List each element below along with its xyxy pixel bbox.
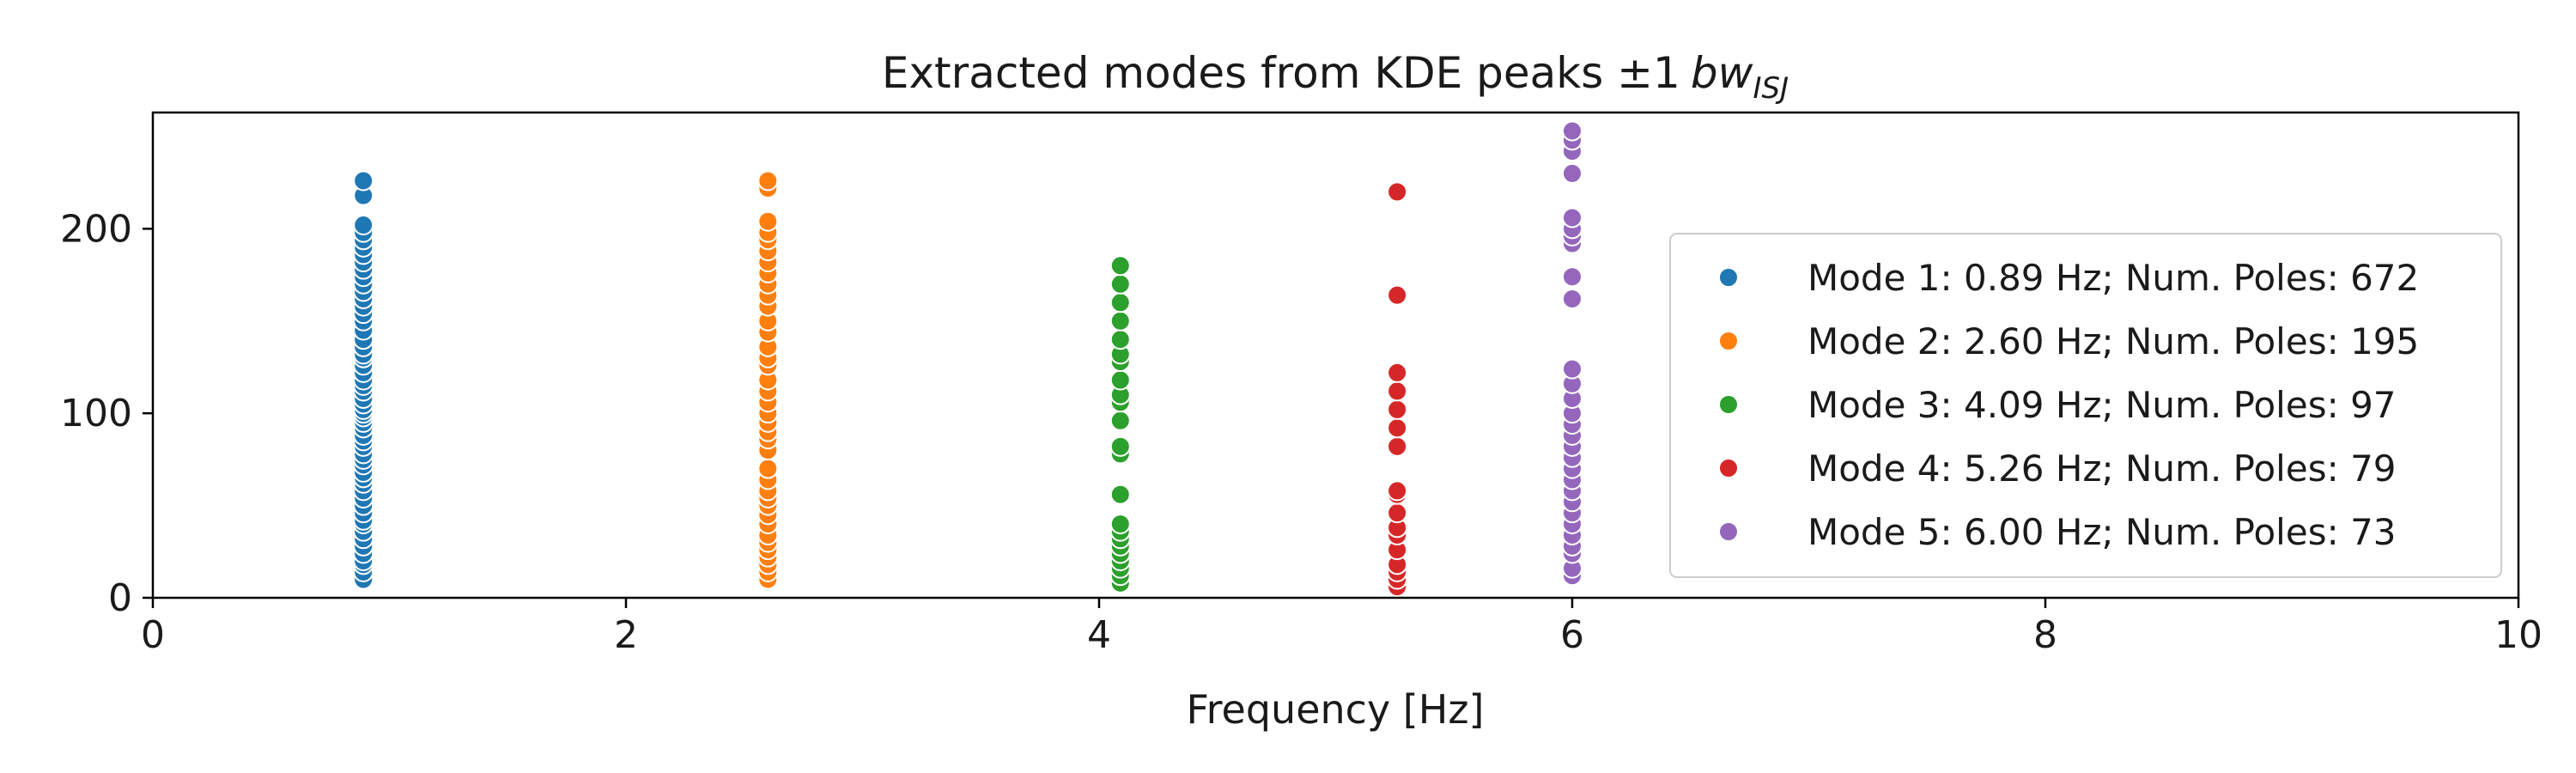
chart-title-math-base: bw: [1691, 48, 1753, 98]
legend-marker: [1718, 331, 1739, 351]
data-point: [353, 215, 374, 236]
series-mode-4: [1387, 181, 1408, 598]
data-point: [353, 170, 374, 192]
data-point: [1387, 417, 1408, 439]
legend-marker: [1718, 521, 1739, 542]
axes-frame: [151, 111, 2520, 600]
data-point: [1562, 358, 1583, 380]
data-point: [1109, 410, 1131, 431]
x-axis-label: Frequency [Hz]: [1187, 686, 1485, 733]
legend-label: Mode 2: 2.60 Hz; Num. Poles: 195: [1807, 320, 2419, 362]
data-point: [1387, 362, 1408, 383]
legend-item-mode-4: Mode 4: 5.26 Hz; Num. Poles: 79: [1718, 447, 2397, 490]
series-mode-3: [1109, 255, 1131, 593]
data-point: [1562, 120, 1583, 142]
data-point: [1562, 162, 1583, 184]
data-point: [1109, 435, 1131, 457]
series-mode-2: [757, 170, 779, 590]
data-point: [1387, 284, 1408, 306]
data-point: [1387, 380, 1408, 402]
data-point: [1109, 255, 1131, 277]
data-point: [757, 210, 779, 232]
chart-title: Extracted modes from KDE peaks ±1 bwISJ: [882, 48, 1789, 106]
data-point: [1109, 514, 1131, 535]
y-tick-label: 0: [108, 576, 132, 620]
data-point: [1562, 288, 1583, 309]
data-point: [1562, 266, 1583, 288]
data-point: [1387, 480, 1408, 502]
x-tick-label: 2: [614, 613, 638, 657]
legend-label: Mode 3: 4.09 Hz; Num. Poles: 97: [1807, 384, 2397, 426]
legend-marker: [1718, 267, 1739, 288]
series-mode-5: [1562, 120, 1583, 587]
data-point: [1109, 292, 1131, 313]
data-point: [1109, 369, 1131, 391]
data-point: [1387, 181, 1408, 203]
y-tick-label: 100: [60, 392, 132, 435]
data-point: [1109, 329, 1131, 350]
legend-frame: [1669, 233, 2502, 578]
chart-title-math-subscript: ISJ: [1753, 71, 1789, 106]
x-tick-label: 8: [2033, 613, 2057, 657]
legend-item-mode-3: Mode 3: 4.09 Hz; Num. Poles: 97: [1718, 384, 2397, 426]
legend-label: Mode 1: 0.89 Hz; Num. Poles: 672: [1807, 257, 2419, 299]
legend-marker: [1718, 394, 1739, 415]
x-tick-label: 6: [1560, 613, 1584, 657]
legend-item-mode-5: Mode 5: 6.00 Hz; Num. Poles: 73: [1718, 511, 2397, 553]
data-point: [1387, 502, 1408, 524]
chart-title-text: Extracted modes from KDE peaks ±1: [882, 48, 1680, 98]
legend-marker: [1718, 458, 1739, 478]
legend-label: Mode 4: 5.26 Hz; Num. Poles: 79: [1807, 447, 2397, 490]
series-mode-1: [353, 170, 374, 590]
y-tick-label: 200: [60, 207, 132, 251]
legend-label: Mode 5: 6.00 Hz; Num. Poles: 73: [1807, 511, 2397, 553]
legend-item-mode-2: Mode 2: 2.60 Hz; Num. Poles: 195: [1718, 320, 2419, 362]
legend: Mode 1: 0.89 Hz; Num. Poles: 672 Mode 2: …: [1669, 233, 2502, 578]
data-point: [757, 458, 779, 479]
x-tick-label: 4: [1087, 613, 1111, 657]
data-point: [1109, 273, 1131, 295]
data-point: [1387, 435, 1408, 457]
plot-area: [353, 120, 1583, 598]
data-point: [1562, 207, 1583, 228]
x-tick-label: 0: [141, 613, 165, 657]
data-point: [1109, 484, 1131, 505]
data-point: [1109, 310, 1131, 332]
data-point: [757, 170, 779, 192]
x-tick-label: 10: [2494, 613, 2543, 657]
legend-item-mode-1: Mode 1: 0.89 Hz; Num. Poles: 672: [1718, 257, 2419, 299]
data-point: [1387, 399, 1408, 420]
